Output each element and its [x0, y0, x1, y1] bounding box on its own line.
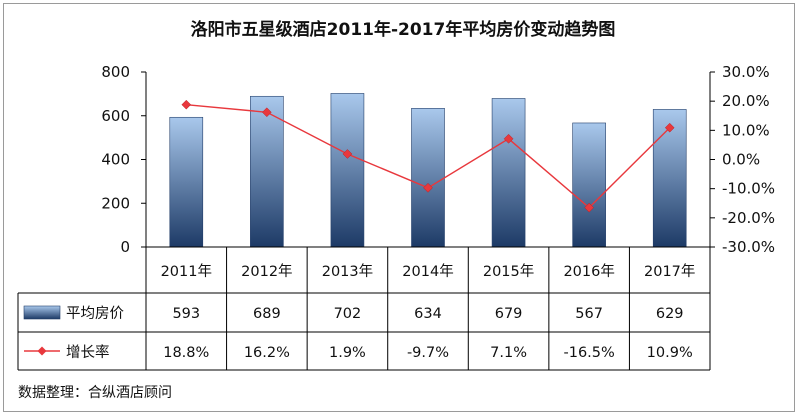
left-y-tick-label: 0	[120, 238, 130, 256]
plot-area: 800 600 400 200 0 30.0% 20.0% 10.0% 0.0% -10.0% -2…	[101, 63, 775, 256]
legend-bar-label: 平均房价	[66, 305, 124, 322]
right-y-tick-label: 0.0%	[722, 151, 760, 169]
left-y-tick-label: 600	[101, 107, 130, 125]
legend-line-label: 增长率	[66, 344, 110, 361]
left-y-tick-label: 400	[101, 151, 130, 169]
bar	[250, 95, 284, 248]
table-cell-growth: -16.5%	[563, 345, 614, 361]
combo-chart: 洛阳市五星级酒店2011年-2017年平均房价变动趋势图 800 600 400 20…	[17, 19, 775, 401]
table-cell-price: 702	[334, 306, 362, 322]
table-cell-growth: -9.7%	[407, 345, 449, 361]
table-cell-growth: 18.8%	[163, 345, 209, 361]
table-cell-growth: 10.9%	[647, 345, 693, 361]
table-cell-price: 629	[656, 306, 684, 322]
left-y-tick-label: 200	[101, 194, 130, 212]
right-y-tick-label: 10.0%	[722, 121, 770, 139]
table-cell-price: 689	[253, 306, 281, 322]
growth-rate-point	[342, 149, 353, 159]
bar	[491, 98, 526, 248]
chart-frame: 洛阳市五星级酒店2011年-2017年平均房价变动趋势图 800 600 400 20…	[3, 3, 795, 412]
x-category-label: 2012年	[241, 263, 292, 280]
x-category-label: 2015年	[483, 263, 534, 280]
right-y-tick-label: 20.0%	[722, 92, 770, 110]
right-y-tick-label: -20.0%	[722, 209, 775, 227]
x-category-label: 2014年	[402, 263, 453, 280]
growth-rate-point	[262, 107, 272, 118]
x-category-label: 2013年	[322, 263, 373, 280]
bar	[330, 93, 365, 248]
x-category-label: 2016年	[563, 263, 614, 280]
x-category-label: 2017年	[644, 263, 695, 280]
right-y-tick-label: -10.0%	[722, 180, 775, 198]
bar	[572, 122, 606, 248]
growth-rate-point	[423, 182, 433, 193]
table-cell-growth: 1.9%	[329, 345, 366, 361]
data-table: 2011年 2012年 2013年 2014年 2015年 2016年 2017年平均房价增…	[17, 246, 711, 371]
growth-rate-point	[664, 122, 675, 133]
legend-line-marker	[37, 346, 47, 356]
growth-rate-point	[584, 202, 594, 213]
table-cell-price: 567	[575, 306, 603, 322]
legend-bar-swatch	[23, 305, 61, 320]
table-cell-price: 679	[495, 306, 523, 322]
table-cell-price: 593	[172, 306, 200, 322]
growth-rate-point	[503, 133, 514, 144]
bar	[411, 108, 445, 248]
bar	[169, 116, 204, 248]
table-cell-growth: 7.1%	[490, 345, 527, 361]
x-category-label: 2011年	[161, 263, 212, 280]
right-y-tick-label: 30.0%	[722, 63, 770, 81]
source-note: 数据整理：合纵酒店顾问	[18, 385, 172, 401]
chart-title: 洛阳市五星级酒店2011年-2017年平均房价变动趋势图	[191, 19, 616, 40]
left-y-tick-label: 800	[101, 63, 130, 81]
table-cell-price: 634	[414, 306, 442, 322]
table-cell-growth: 16.2%	[244, 345, 290, 361]
right-y-tick-label: -30.0%	[722, 238, 775, 256]
growth-rate-point	[181, 99, 192, 110]
